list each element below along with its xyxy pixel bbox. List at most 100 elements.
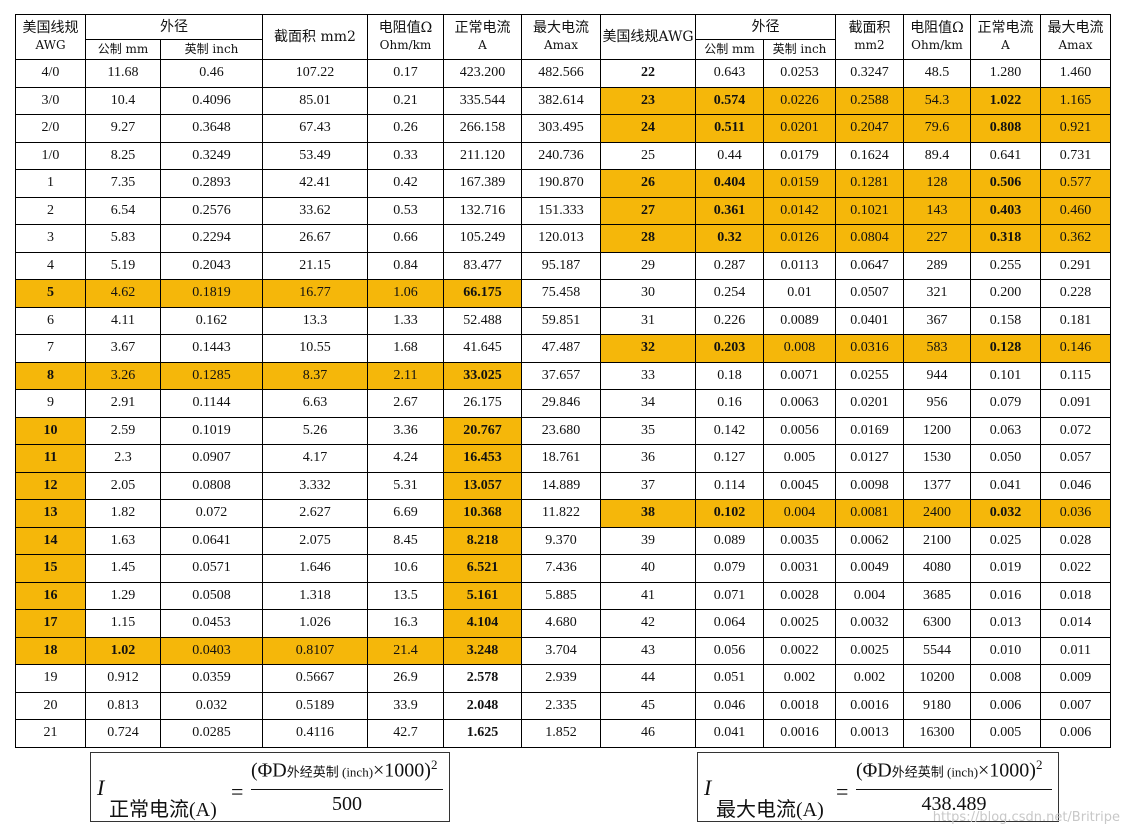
table-cell: 0.002 (835, 664, 904, 693)
table-cell: 0.287 (695, 251, 764, 280)
formula-exponent: 2 (430, 757, 438, 772)
table-cell: 0.0641 (160, 526, 263, 555)
table-cell: 33 (600, 361, 696, 390)
table-cell: 0.511 (695, 114, 764, 143)
table-cell: 26.175 (443, 389, 522, 418)
table-cell: 32 (600, 334, 696, 363)
table-cell: 0.0056 (763, 416, 836, 445)
table-cell: 7 (15, 334, 86, 363)
table-cell: 0.063 (970, 416, 1041, 445)
table-cell: 0.0045 (763, 471, 836, 500)
table-header: 美国线规 AWG 外径 截面积 mm2 电阻值Ω Ohm/km 正常电流 A 最大电流… (15, 14, 1111, 60)
table-cell: 8.37 (262, 361, 368, 390)
table-cell: 52.488 (443, 306, 522, 335)
table-cell: 2.3 (85, 444, 161, 473)
table-cell: 0.0647 (835, 251, 904, 280)
table-row: 3/0 10.4 0.4096 85.01 0.21 335.544 382.614 23 0.… (15, 86, 1111, 115)
table-cell: 0.1281 (835, 169, 904, 198)
table-cell: 1377 (903, 471, 971, 500)
header-cell: 正常电流 A (443, 14, 522, 60)
table-cell: 0.42 (367, 169, 444, 198)
header-text: Ohm/km (911, 38, 963, 52)
table-cell: 42.41 (262, 169, 368, 198)
table-cell: 211.120 (443, 141, 522, 170)
header-cell: 截面积 mm2 (262, 14, 368, 60)
table-cell: 53.49 (262, 141, 368, 170)
table-cell: 0.0016 (835, 691, 904, 720)
table-cell: 10200 (903, 664, 971, 693)
table-cell: 0.0031 (763, 554, 836, 583)
table-cell: 0.0359 (160, 664, 263, 693)
table-cell: 0.18 (695, 361, 764, 390)
table-cell: 0.146 (1040, 334, 1111, 363)
table-cell: 1.63 (85, 526, 161, 555)
formula-box: I 正常电流(A) = (ΦD外经英制 (inch)×1000)2 500 (90, 752, 450, 822)
table-cell: 0.5189 (262, 691, 368, 720)
table-cell: 67.43 (262, 114, 368, 143)
table-cell: 2 (15, 196, 86, 225)
table-row: 6 4.11 0.162 13.3 1.33 52.488 59.851 31 0.226 0.0… (15, 306, 1111, 335)
table-cell: 24 (600, 114, 696, 143)
table-cell: 1.15 (85, 609, 161, 638)
table-cell: 16300 (903, 719, 971, 748)
table-cell: 0.0201 (763, 114, 836, 143)
table-cell: 3.36 (367, 416, 444, 445)
table-cell: 0.002 (763, 664, 836, 693)
table-cell: 6 (15, 306, 86, 335)
table-cell: 0.019 (970, 554, 1041, 583)
table-cell: 79.6 (903, 114, 971, 143)
header-text: 电阻值Ω (910, 20, 964, 36)
table-cell: 0.014 (1040, 609, 1111, 638)
table-cell: 0.0403 (160, 636, 263, 665)
table-cell: 0.255 (970, 251, 1041, 280)
table-cell: 10.4 (85, 86, 161, 115)
table-row: 4/0 11.68 0.46 107.22 0.17 423.200 482.566 22 0.… (15, 59, 1111, 88)
table-cell: 16 (15, 581, 86, 610)
table-cell: 6.521 (443, 554, 522, 583)
table-cell: 0.079 (970, 389, 1041, 418)
table-cell: 29.846 (521, 389, 601, 418)
table-cell: 0.0063 (763, 389, 836, 418)
header-cell: 美国线规AWG (600, 14, 696, 60)
table-cell: 3.704 (521, 636, 601, 665)
table-cell: 1.06 (367, 279, 444, 308)
table-cell: 0.0016 (763, 719, 836, 748)
table-cell: 75.458 (521, 279, 601, 308)
table-cell: 0.0255 (835, 361, 904, 390)
table-cell: 0.032 (160, 691, 263, 720)
table-cell: 0.3648 (160, 114, 263, 143)
table-cell: 0.2043 (160, 251, 263, 280)
table-cell: 0.16 (695, 389, 764, 418)
table-cell: 0.0808 (160, 471, 263, 500)
table-cell: 0.361 (695, 196, 764, 225)
table-cell: 13 (15, 499, 86, 528)
table-cell: 0.032 (970, 499, 1041, 528)
formula-text: (ΦD (251, 759, 287, 782)
table-cell: 0.0159 (763, 169, 836, 198)
table-cell: 2.59 (85, 416, 161, 445)
table-cell: 0.2576 (160, 196, 263, 225)
awg-table: 美国线规 AWG 外径 截面积 mm2 电阻值Ω Ohm/km 正常电流 A 最大电流… (15, 14, 1111, 748)
header-cell: 最大电流 Amax (521, 14, 601, 60)
table-cell: 0.071 (695, 581, 764, 610)
table-cell: 0.808 (970, 114, 1041, 143)
table-cell: 0.050 (970, 444, 1041, 473)
table-cell: 0.006 (1040, 719, 1111, 748)
header-text: mm2 (854, 38, 885, 52)
table-cell: 35 (600, 416, 696, 445)
header-cell: 最大电流 Amax (1040, 14, 1111, 60)
table-cell: 0.0401 (835, 306, 904, 335)
table-cell: 0.051 (695, 664, 764, 693)
table-row: 19 0.912 0.0359 0.5667 26.9 2.578 2.939 44 0.051… (15, 664, 1111, 693)
table-cell: 0.0201 (835, 389, 904, 418)
table-row: 16 1.29 0.0508 1.318 13.5 5.161 5.885 41 0.071 0.… (15, 581, 1111, 610)
table-cell: 0.574 (695, 86, 764, 115)
table-cell: 15 (15, 554, 86, 583)
table-cell: 0.32 (695, 224, 764, 253)
table-cell: 12 (15, 471, 86, 500)
table-cell: 0.0127 (835, 444, 904, 473)
table-cell: 10.6 (367, 554, 444, 583)
table-cell: 0.3247 (835, 59, 904, 88)
table-cell: 2/0 (15, 114, 86, 143)
